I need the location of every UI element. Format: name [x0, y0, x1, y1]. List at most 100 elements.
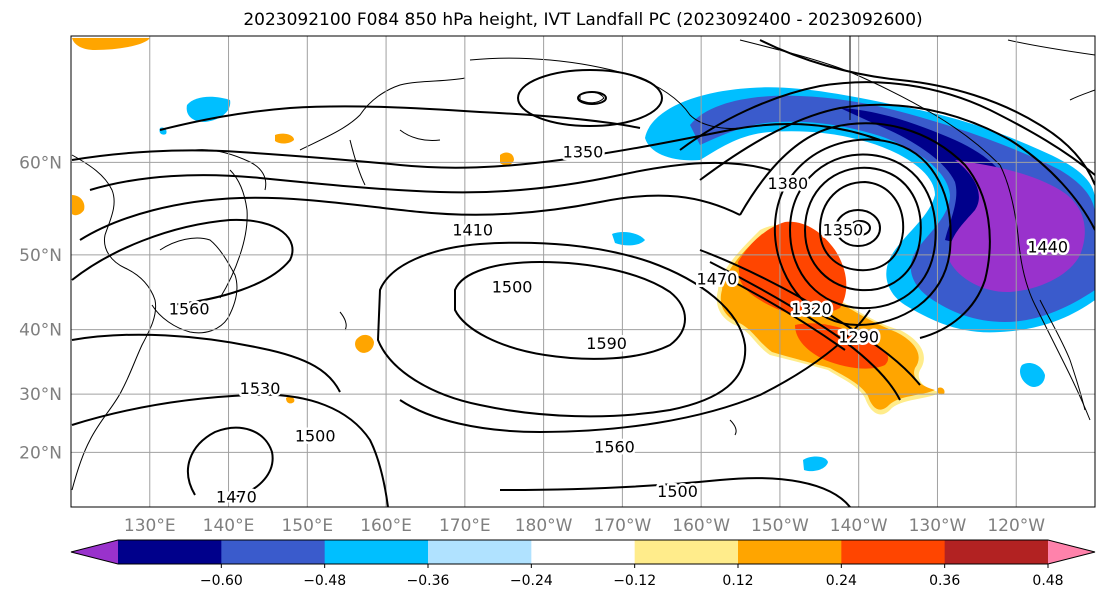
- contour-line: [186, 426, 274, 498]
- longitude-label: 120°W: [987, 516, 1045, 536]
- contour-label-halo: 1530: [240, 379, 281, 398]
- contour-label-halo: 1560: [169, 300, 210, 319]
- contour-line: [719, 274, 846, 351]
- contour-line: [818, 180, 905, 272]
- contour-line: [759, 39, 1095, 186]
- longitude-label: 150°W: [751, 516, 809, 536]
- map-title: 2023092100 F084 850 hPa height, IVT Land…: [243, 10, 922, 30]
- colorbar-segment: [634, 540, 739, 564]
- colorbar-segments: [71, 540, 1095, 564]
- contour-label: 1560: [594, 438, 635, 457]
- contour-label-halo: 1500: [295, 426, 336, 445]
- contour-line: [709, 261, 901, 401]
- colorbar-tick-label: 0.48: [1032, 573, 1063, 589]
- contour-line: [499, 477, 851, 507]
- colorbar-tick-label: 0.36: [929, 573, 960, 589]
- colorbar: −0.60 −0.48 −0.36 −0.24 −0.12 0.12 0.24 0.36 0.4…: [70, 539, 1096, 589]
- contour-label: 1500: [492, 277, 533, 296]
- contour-label: 1350: [563, 143, 604, 162]
- contour-line: [159, 105, 641, 131]
- contour-line: [71, 123, 881, 169]
- colorbar-tick-label: 0.24: [826, 573, 857, 589]
- contour-label-halo: 1560: [594, 438, 635, 457]
- contour-line: [376, 241, 747, 418]
- longitude-label: 170°E: [439, 516, 491, 536]
- longitude-label: 170°W: [594, 516, 652, 536]
- latitude-label: 60°N: [19, 153, 62, 173]
- longitude-labels: 130°E 140°E 150°E 160°E 170°E 180°W 170°W 160°W…: [124, 516, 1045, 536]
- colorbar-extend-max: [1048, 540, 1095, 564]
- colorbar-segment: [118, 540, 222, 564]
- longitude-label: 140°E: [203, 516, 255, 536]
- contour-label: 1500: [295, 426, 336, 445]
- contour-line: [79, 194, 741, 241]
- latitude-labels: 60°N 50°N 40°N 30°N 20°N: [19, 153, 62, 463]
- colorbar-tick-label: 0.12: [722, 573, 753, 589]
- contour-label-halo: 1380: [767, 174, 808, 193]
- colorbar-segment: [324, 540, 429, 564]
- contour-label-halo: 1350: [823, 220, 864, 239]
- contour-label: 1440: [1027, 238, 1068, 257]
- longitude-label: 150°E: [281, 516, 333, 536]
- contour-label: 1410: [452, 220, 493, 239]
- colorbar-outline: [70, 539, 1096, 565]
- contour-line: [699, 249, 921, 386]
- contour-label-halo: 1440: [1027, 238, 1068, 257]
- contour-line: [773, 138, 952, 327]
- contour-label: 1320: [791, 300, 832, 319]
- contour-line: [89, 161, 771, 194]
- contour-label: 1350: [823, 220, 864, 239]
- longitude-label: 160°W: [672, 516, 730, 536]
- colorbar-tick-label: −0.36: [407, 573, 450, 589]
- contour-line: [849, 220, 871, 236]
- contour-line: [399, 309, 871, 434]
- contour-label-halo: 1290: [838, 327, 879, 346]
- contour-label: 1500: [657, 482, 698, 501]
- contour-line: [739, 122, 991, 339]
- contour-label-halo: 1590: [586, 334, 627, 353]
- longitude-label: 180°W: [515, 516, 573, 536]
- ivt-positive-shading: [72, 38, 945, 415]
- longitude-label: 140°W: [830, 516, 888, 536]
- contour-label: 1470: [697, 270, 738, 289]
- colorbar-tick-label: −0.60: [200, 573, 243, 589]
- colorbar-segment: [841, 540, 946, 564]
- longitude-label: 160°E: [360, 516, 412, 536]
- colorbar-segment: [221, 540, 326, 564]
- contour-line: [679, 81, 1095, 176]
- contour-line: [577, 91, 607, 105]
- longitude-label: 130°W: [909, 516, 967, 536]
- latitude-label: 40°N: [19, 321, 62, 341]
- colorbar-segment: [428, 540, 532, 564]
- contour-label: 1290: [838, 327, 879, 346]
- latitude-label: 50°N: [19, 246, 62, 266]
- contour-line: [803, 166, 922, 292]
- contour-line: [71, 393, 389, 507]
- contour-label: 1470: [216, 487, 257, 506]
- colorbar-segment: [738, 540, 842, 564]
- map-frame: [70, 35, 1096, 508]
- contour-label: 1560: [169, 300, 210, 319]
- height-contours: [71, 39, 1095, 507]
- contour-label-halo: 1320: [791, 300, 832, 319]
- contour-label: 1530: [240, 379, 281, 398]
- colorbar-tick-label: −0.48: [303, 573, 346, 589]
- colorbar-segment: [944, 540, 1049, 564]
- contour-label-halo: 1500: [492, 277, 533, 296]
- map-panel: 1350135013801380135013501410141014401440…: [70, 35, 1096, 508]
- contour-label-halo: 1470: [697, 270, 738, 289]
- contour-line: [71, 333, 341, 393]
- longitude-label: 130°E: [124, 516, 176, 536]
- latitude-label: 20°N: [19, 443, 62, 463]
- contour-label-halo: 1470: [216, 487, 257, 506]
- contour-line: [517, 69, 663, 127]
- contour-labels: 1350135013801380135013501410141014401440…: [166, 140, 1070, 507]
- contour-line: [454, 260, 686, 360]
- colorbar-extend-min: [71, 540, 118, 564]
- contour-line: [71, 218, 294, 306]
- latitude-label: 30°N: [19, 385, 62, 405]
- colorbar-segment: [531, 540, 636, 564]
- colorbar-tick-label: −0.24: [510, 573, 553, 589]
- contour-label-halo: 1410: [452, 220, 493, 239]
